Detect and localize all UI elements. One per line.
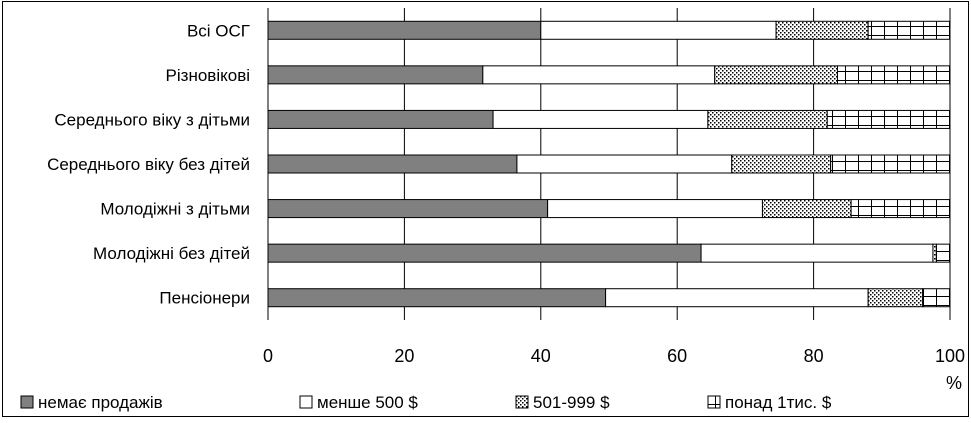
legend-swatch [20, 395, 34, 409]
legend-label: понад 1тис. $ [725, 393, 832, 412]
bar-segment [516, 154, 733, 174]
bar-segment [714, 65, 838, 85]
bar-segment [267, 65, 484, 85]
x-tick-label: 60 [667, 346, 687, 366]
bar-segment [707, 109, 828, 129]
bar-segment [836, 65, 951, 85]
x-tick-labels: 0 20 40 60 80 100 [263, 346, 965, 366]
bar-segment [935, 243, 951, 263]
bar-segment [482, 65, 716, 85]
x-unit-label: % [946, 373, 962, 393]
bar-segment [850, 199, 951, 219]
bar-segment [547, 199, 763, 219]
bar-segment [826, 109, 951, 129]
x-tick-label: 20 [394, 346, 414, 366]
legend-swatch [707, 395, 721, 409]
x-tick-label: 0 [263, 346, 273, 366]
bar-segment [867, 288, 924, 308]
bar-segment [267, 109, 494, 129]
category-labels: Всі ОСГ Різновікові Середнього віку з діть… [47, 21, 250, 307]
x-tick-label: 100 [935, 346, 965, 366]
bar-segment [492, 109, 709, 129]
legend-label: немає продажів [38, 393, 163, 412]
legend-label: 501-999 $ [533, 393, 610, 412]
category-label: Різновікові [166, 66, 250, 85]
bar-segment [267, 199, 549, 219]
category-label: Середнього віку з дітьми [54, 110, 250, 129]
bar-segment [867, 20, 951, 40]
bar-segment [830, 154, 951, 174]
x-tick-label: 40 [531, 346, 551, 366]
chart-border [2, 1, 969, 417]
bar-segment [605, 288, 869, 308]
bar-segment [775, 20, 869, 40]
category-label: Всі ОСГ [187, 21, 250, 40]
bar-segment [731, 154, 832, 174]
legend-label: менше 500 $ [317, 393, 418, 412]
bar-segment [267, 20, 542, 40]
bar-segment [932, 243, 937, 263]
bar-segment [922, 288, 951, 308]
category-label: Молодіжні з дітьми [100, 200, 250, 219]
bar-segment [700, 243, 934, 263]
bar-segment [540, 20, 777, 40]
category-label: Молодіжні без дітей [93, 244, 250, 263]
x-tick-label: 80 [804, 346, 824, 366]
category-label: Середнього віку без дітей [47, 155, 250, 174]
legend-swatch [515, 395, 529, 409]
bar-segment [761, 199, 852, 219]
bar-segment [267, 154, 518, 174]
legend-swatch [299, 395, 313, 409]
bar-segment [267, 243, 702, 263]
bars [267, 20, 951, 308]
bar-segment [267, 288, 607, 308]
legend: немає продажів менше 500 $ 501-999 $ понад … [20, 393, 832, 412]
category-label: Пенсіонери [159, 289, 250, 308]
